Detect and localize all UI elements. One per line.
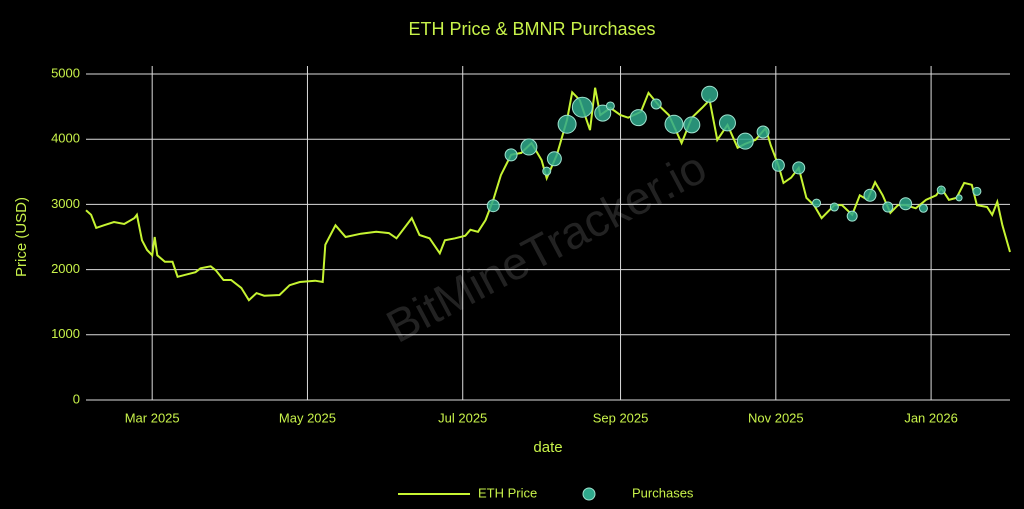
x-tick-label: Jan 2026: [904, 410, 958, 425]
x-tick-label: Sep 2025: [593, 410, 649, 425]
purchase-point: [918, 203, 928, 213]
grid: [86, 66, 1010, 401]
purchase-point: [520, 138, 538, 156]
y-tick-label: 1000: [51, 326, 80, 341]
purchase-point: [504, 148, 518, 162]
purchase-point: [571, 96, 593, 118]
x-axis-label: date: [533, 439, 562, 456]
purchase-point: [882, 201, 894, 213]
y-tick-label: 4000: [51, 131, 80, 146]
purchase-point: [557, 114, 577, 134]
purchase-point: [629, 109, 647, 127]
purchase-point: [955, 194, 963, 202]
purchase-point: [701, 85, 719, 103]
purchase-point: [683, 116, 701, 134]
legend-swatch: [582, 487, 596, 501]
purchase-point: [771, 158, 785, 172]
y-axis-label: Price (USD): [13, 197, 30, 277]
purchase-point: [718, 114, 736, 132]
purchase-point: [650, 98, 662, 110]
y-tick-label: 0: [73, 391, 80, 406]
purchase-point: [542, 166, 552, 176]
purchase-point: [486, 199, 500, 213]
purchase-point: [546, 151, 562, 167]
purchase-point: [899, 197, 913, 211]
purchase-point: [846, 210, 858, 222]
purchase-point: [792, 161, 806, 175]
y-tick-label: 5000: [51, 65, 80, 80]
legend-label: ETH Price: [478, 485, 537, 500]
purchase-point: [605, 101, 615, 111]
x-tick-label: Nov 2025: [748, 410, 804, 425]
x-tick-label: May 2025: [279, 410, 336, 425]
purchase-point: [812, 198, 822, 208]
legend-label: Purchases: [632, 485, 694, 500]
purchase-point: [863, 188, 877, 202]
chart-title: ETH Price & BMNR Purchases: [408, 19, 655, 39]
purchase-point: [594, 104, 612, 122]
purchase-point: [756, 125, 770, 139]
y-tick-label: 3000: [51, 196, 80, 211]
purchase-point: [829, 202, 839, 212]
y-tick-label: 2000: [51, 261, 80, 276]
x-tick-label: Jul 2025: [438, 410, 487, 425]
purchase-point: [972, 186, 982, 196]
x-tick-label: Mar 2025: [125, 410, 180, 425]
purchase-point: [736, 132, 754, 150]
purchase-point: [664, 114, 684, 134]
purchase-point: [936, 185, 946, 195]
